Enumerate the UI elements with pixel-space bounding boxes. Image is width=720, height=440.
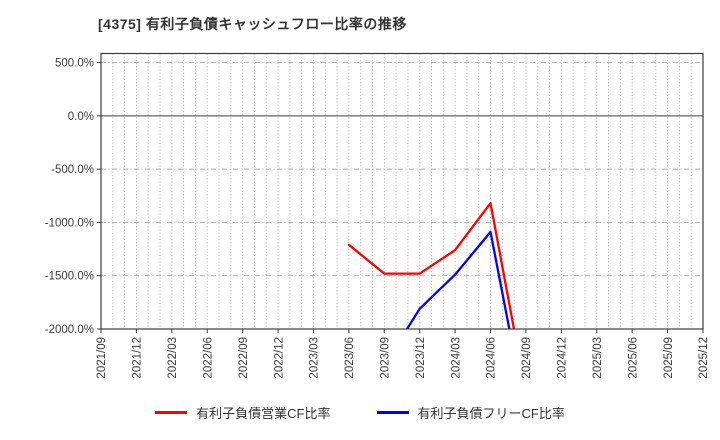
y-tick-label: 0.0% (68, 111, 94, 123)
x-tick-label: 2024/09 (521, 337, 533, 379)
chart-legend: 有利子負債営業CF比率 有利子負債フリーCF比率 (0, 403, 720, 422)
y-tick-label: 500.0% (55, 58, 94, 70)
x-tick-label: 2021/09 (96, 337, 108, 379)
x-tick-label: 2022/06 (202, 337, 214, 379)
x-tick-label: 2023/06 (344, 337, 356, 379)
x-tick-label: 2024/12 (557, 337, 569, 379)
x-tick-label: 2021/12 (132, 337, 144, 379)
chart-title: [4375] 有利子負債キャッシュフロー比率の推移 (98, 16, 407, 32)
legend-item-free-cf: 有利子負債フリーCF比率 (376, 403, 565, 422)
x-tick-label: 2024/06 (486, 337, 498, 379)
legend-label-free-cf: 有利子負債フリーCF比率 (417, 406, 565, 421)
x-tick-label: 2024/03 (450, 337, 462, 379)
y-tick-label: -1500.0% (45, 271, 94, 283)
operating-cf-line (347, 202, 516, 329)
y-tick-label: -500.0% (51, 164, 94, 176)
legend-item-operating-cf: 有利子負債営業CF比率 (155, 403, 331, 422)
x-tick-label: 2023/09 (379, 337, 391, 379)
y-tick-label: -2000.0% (45, 324, 94, 336)
x-tick-label: 2022/12 (273, 337, 285, 379)
x-tick-label: 2023/12 (415, 337, 427, 379)
x-tick-label: 2022/03 (167, 337, 179, 379)
x-tick-label: 2023/03 (309, 337, 321, 379)
x-tick-label: 2025/09 (663, 337, 675, 379)
plot-border (100, 52, 704, 330)
x-tick-label: 2022/09 (238, 337, 250, 379)
x-tick-label: 2025/06 (627, 337, 639, 379)
blue-line-swatch (376, 411, 409, 414)
y-tick-label: -1000.0% (45, 217, 94, 229)
free-cf-line (405, 230, 511, 329)
x-tick-label: 2025/12 (698, 337, 710, 379)
legend-label-operating-cf: 有利子負債営業CF比率 (196, 406, 331, 421)
x-tick-label: 2025/03 (592, 337, 604, 379)
red-line-swatch (155, 411, 188, 414)
